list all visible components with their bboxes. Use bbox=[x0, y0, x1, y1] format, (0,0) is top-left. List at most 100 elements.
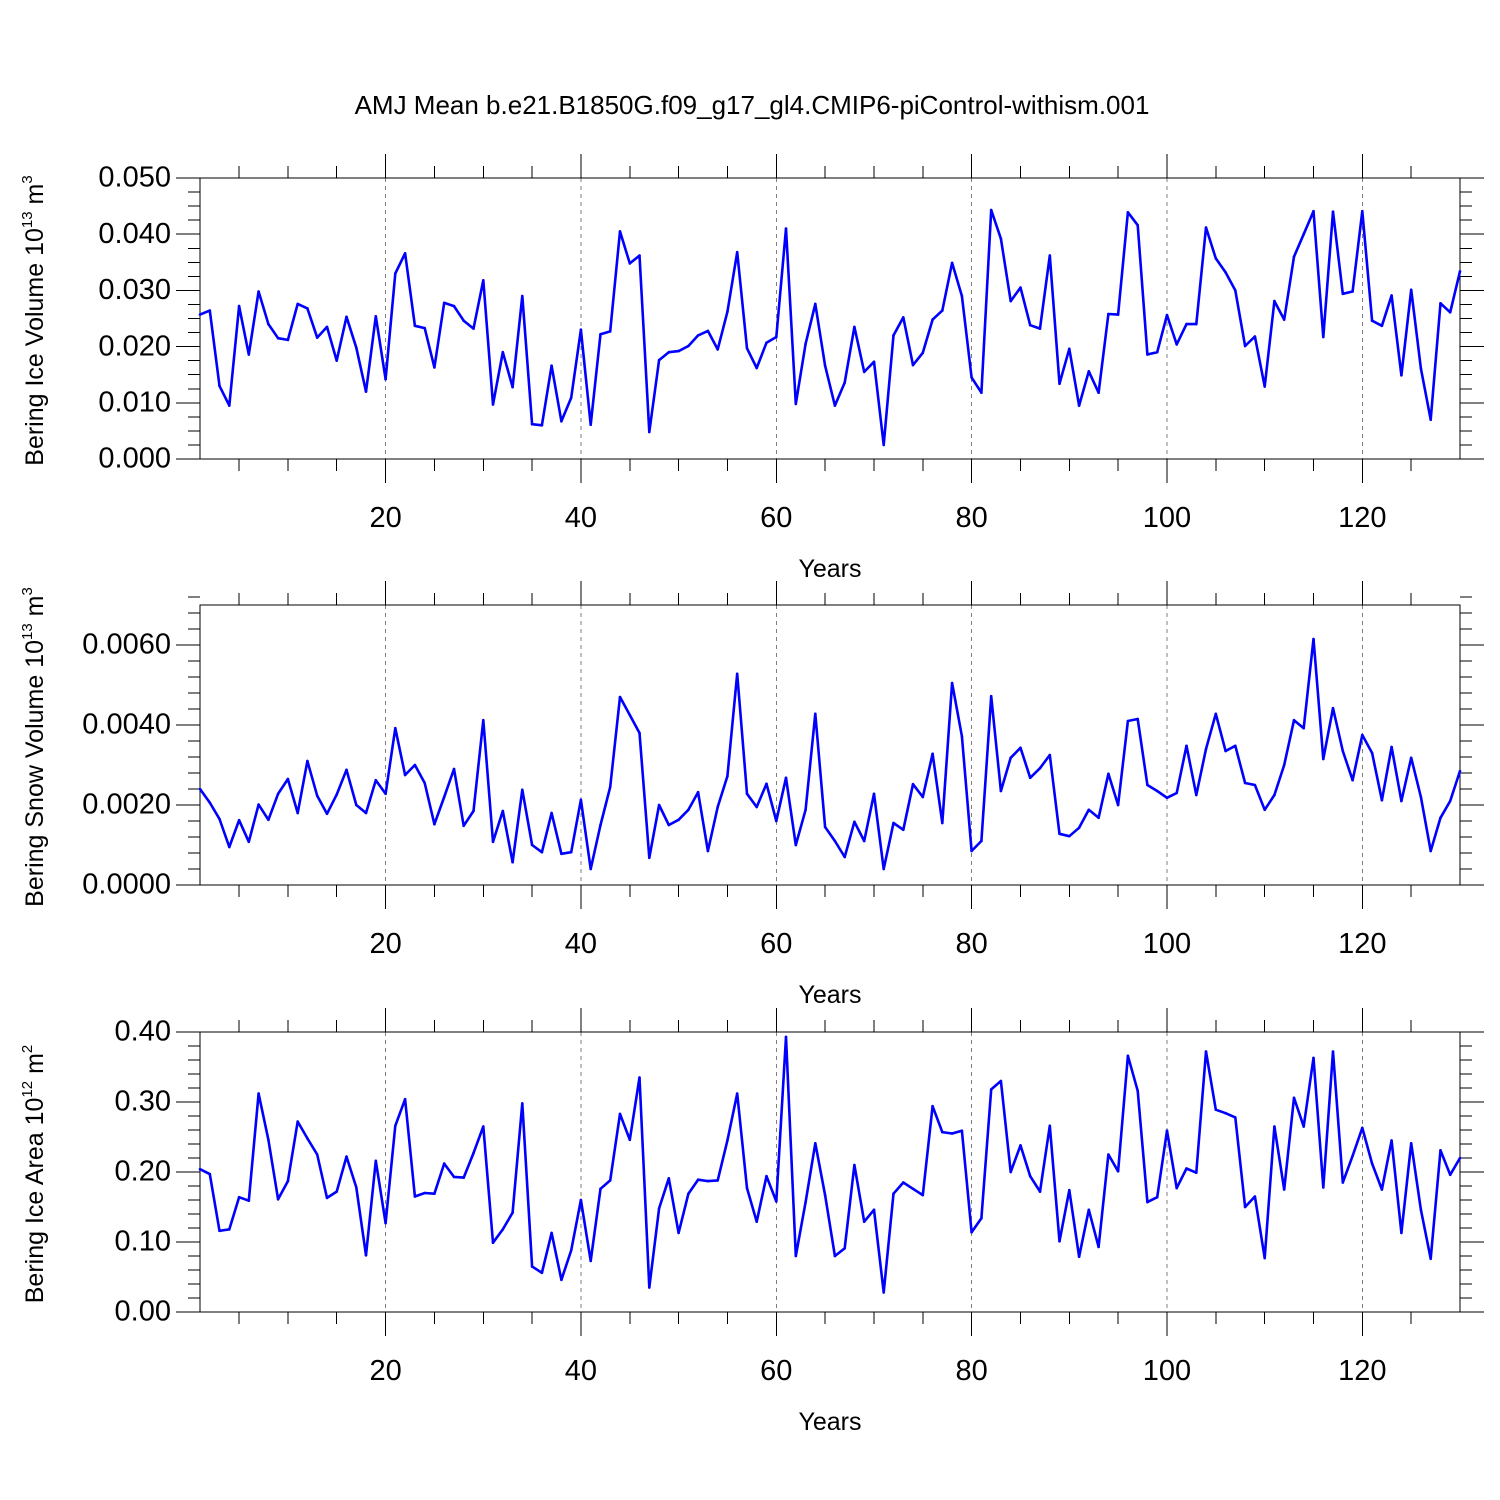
data-point bbox=[1028, 323, 1032, 327]
data-point bbox=[648, 856, 651, 860]
data-point bbox=[745, 347, 749, 350]
data-point bbox=[804, 342, 807, 346]
data-point bbox=[794, 1254, 798, 1258]
y-tick-label: 0.020 bbox=[98, 330, 171, 362]
panel-3: 0.00 0.10 0.20 0.30 0.40 20 40 60 80 100 120 Years B… bbox=[19, 1008, 1484, 1436]
data-point bbox=[306, 1137, 309, 1140]
data-point bbox=[462, 824, 466, 828]
data-point bbox=[442, 301, 446, 305]
data-point bbox=[989, 208, 993, 212]
data-point bbox=[667, 1177, 671, 1180]
data-point bbox=[1302, 232, 1305, 236]
data-point bbox=[1146, 1200, 1149, 1204]
data-point bbox=[638, 1076, 641, 1079]
y-tick-label: 0.0060 bbox=[82, 629, 171, 661]
data-point bbox=[325, 325, 329, 329]
data-point bbox=[1282, 318, 1286, 321]
data-point bbox=[765, 782, 768, 786]
data-point bbox=[677, 818, 680, 822]
data-point bbox=[1058, 1240, 1061, 1243]
panels: 0.000 0.010 0.020 0.030 0.040 0.050 20 40 60 80 10… bbox=[19, 154, 1484, 1436]
data-point bbox=[950, 261, 954, 265]
data-point bbox=[423, 781, 427, 785]
data-point bbox=[950, 681, 954, 685]
y-tick-label: 0.00 bbox=[115, 1296, 171, 1328]
data-point bbox=[1116, 1170, 1120, 1173]
data-point bbox=[618, 695, 622, 699]
data-point bbox=[1126, 1054, 1130, 1058]
data-point bbox=[989, 1088, 993, 1091]
data-point bbox=[286, 777, 290, 781]
data-point bbox=[218, 384, 221, 388]
data-point bbox=[1234, 744, 1237, 748]
data-point bbox=[843, 1247, 846, 1250]
data-point bbox=[355, 803, 358, 807]
data-point bbox=[892, 1192, 895, 1195]
data-point bbox=[198, 1167, 202, 1171]
data-point bbox=[315, 336, 319, 339]
data-point bbox=[228, 1228, 231, 1231]
data-point bbox=[335, 1190, 339, 1193]
data-point bbox=[452, 1175, 456, 1179]
data-point bbox=[1077, 1255, 1081, 1258]
data-point bbox=[1048, 254, 1052, 257]
data-point bbox=[423, 1191, 427, 1195]
data-point bbox=[1204, 747, 1208, 751]
data-point bbox=[1038, 1190, 1042, 1193]
data-point bbox=[1380, 1188, 1384, 1191]
data-point bbox=[491, 403, 495, 406]
data-point bbox=[1458, 270, 1462, 273]
data-point bbox=[960, 734, 964, 738]
data-point bbox=[716, 1179, 719, 1182]
y-tick-label: 0.000 bbox=[98, 443, 171, 475]
data-point bbox=[208, 309, 212, 312]
data-point bbox=[814, 712, 817, 716]
data-point bbox=[579, 798, 583, 802]
data-point bbox=[1155, 789, 1159, 793]
data-point bbox=[716, 348, 719, 351]
data-point bbox=[1185, 322, 1188, 326]
data-point bbox=[1009, 1170, 1012, 1174]
data-point bbox=[394, 726, 397, 730]
data-point bbox=[1087, 808, 1091, 812]
data-point bbox=[941, 309, 944, 312]
data-point bbox=[1341, 292, 1345, 296]
data-point bbox=[1341, 749, 1345, 753]
x-tick-label: 120 bbox=[1338, 928, 1386, 960]
y-axis-label: Bering Snow Volume 1013 m3 bbox=[19, 587, 49, 907]
data-point bbox=[853, 325, 856, 329]
data-point bbox=[550, 1231, 553, 1235]
y-tick-label: 0.30 bbox=[115, 1086, 171, 1118]
data-point bbox=[1136, 717, 1139, 721]
y-tick-label: 0.0000 bbox=[82, 869, 171, 901]
data-point bbox=[325, 812, 329, 816]
data-point bbox=[784, 776, 788, 780]
data-point bbox=[706, 1179, 710, 1183]
data-point bbox=[540, 1271, 544, 1275]
data-point bbox=[696, 334, 700, 337]
data-point bbox=[433, 1192, 436, 1195]
data-point bbox=[472, 809, 475, 813]
data-point bbox=[374, 778, 378, 782]
data-point bbox=[1107, 1153, 1110, 1156]
data-point bbox=[1068, 834, 1071, 838]
data-point bbox=[1165, 1129, 1169, 1132]
data-point bbox=[355, 346, 358, 350]
data-point bbox=[1253, 783, 1257, 787]
x-tick-label: 120 bbox=[1338, 1355, 1386, 1387]
data-point bbox=[999, 789, 1003, 793]
data-point bbox=[696, 1178, 700, 1181]
data-point bbox=[442, 795, 446, 799]
data-point bbox=[1087, 1208, 1091, 1212]
data-point bbox=[941, 1130, 944, 1134]
data-point bbox=[1409, 288, 1413, 292]
x-tick-label: 60 bbox=[760, 1355, 792, 1387]
data-point bbox=[1155, 1195, 1159, 1199]
data-point bbox=[960, 1129, 964, 1132]
data-point bbox=[1439, 816, 1442, 820]
data-point bbox=[872, 792, 876, 796]
data-point bbox=[589, 423, 592, 427]
plot-frame bbox=[199, 604, 1461, 886]
data-point bbox=[755, 366, 758, 370]
data-point bbox=[726, 310, 729, 314]
